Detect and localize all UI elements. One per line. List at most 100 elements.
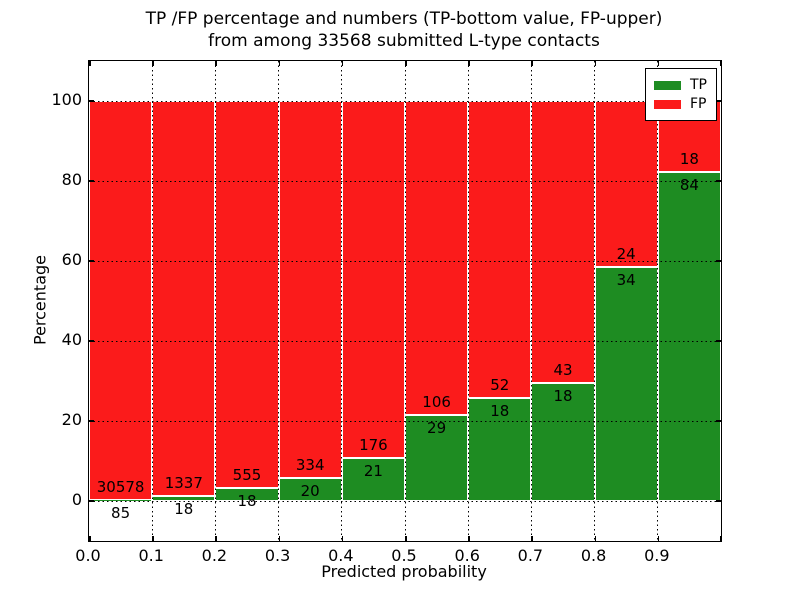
fp-count-label: 43 (553, 360, 573, 379)
x-tick-mark (657, 536, 660, 541)
x-tick-mark (719, 536, 721, 541)
x-tick-mark (657, 61, 660, 66)
bar-segment-tp (468, 398, 532, 501)
chart-title-line2: from among 33568 submitted L-type contac… (208, 31, 600, 51)
bar-segment-fp (152, 101, 216, 496)
tp-count-label: 21 (363, 462, 383, 481)
legend-row-tp: TP (654, 77, 707, 93)
bar-segment-tp (594, 266, 658, 501)
fp-count-label: 334 (295, 456, 325, 475)
gridline-vertical (214, 61, 216, 541)
bar-segment-tp (341, 458, 405, 501)
tp-count-label: 18 (490, 402, 510, 421)
chart-title-line1: TP /FP percentage and numbers (TP-bottom… (145, 9, 663, 29)
y-tick-mark (89, 340, 94, 342)
x-tick-mark (594, 61, 597, 66)
gridline-vertical (530, 61, 532, 541)
bar-segment-tp (152, 495, 216, 501)
y-tick-label: 60 (61, 250, 82, 269)
x-tick-mark (531, 536, 533, 541)
x-tick-mark (468, 536, 470, 541)
gridline-horizontal (89, 180, 721, 182)
gridline-horizontal (89, 260, 721, 262)
bar-segment-fp (341, 101, 405, 459)
fp-count-label: 52 (490, 376, 510, 395)
legend-swatch-tp-icon (654, 80, 681, 90)
legend-row-fp: FP (654, 96, 707, 112)
y-tick-label: 20 (61, 410, 82, 429)
y-tick-mark (716, 180, 721, 182)
x-tick-label: 0.4 (328, 546, 354, 565)
tp-count-label: 29 (427, 419, 447, 438)
gridline-horizontal (89, 100, 721, 102)
x-tick-mark (341, 536, 344, 541)
gridline-vertical (404, 61, 406, 541)
bar-segment-fp (215, 101, 279, 489)
x-tick-mark (215, 536, 217, 541)
x-tick-mark (341, 61, 344, 66)
y-tick-mark (716, 420, 721, 422)
x-tick-label: 0.5 (391, 546, 417, 565)
y-tick-mark (89, 260, 94, 262)
x-tick-mark (152, 536, 154, 541)
tp-count-label: 18 (174, 499, 194, 518)
chart-title: TP /FP percentage and numbers (TP-bottom… (88, 8, 720, 52)
gridline-vertical (467, 61, 469, 541)
tp-count-label: 18 (553, 386, 573, 405)
gridline-vertical (657, 61, 659, 541)
y-tick-mark (89, 180, 94, 182)
gridline-vertical (151, 61, 153, 541)
tp-count-label: 20 (300, 482, 320, 501)
legend: TP FP (645, 68, 717, 121)
gridline-vertical (341, 61, 343, 541)
bar-segment-fp (468, 101, 532, 399)
bar-segment-tp (531, 382, 595, 501)
x-tick-mark (405, 536, 407, 541)
x-tick-mark (278, 536, 281, 541)
tp-count-label: 84 (679, 175, 699, 194)
x-tick-label: 0.9 (644, 546, 670, 565)
fp-count-label: 30578 (96, 477, 145, 496)
gridline-vertical (594, 61, 596, 541)
x-tick-mark (278, 61, 281, 66)
y-tick-label: 100 (51, 90, 82, 109)
bar-segment-fp (594, 101, 658, 267)
y-tick-label: 40 (61, 330, 82, 349)
y-tick-label: 0 (71, 490, 82, 509)
x-tick-mark (152, 61, 154, 66)
x-tick-mark (89, 536, 91, 541)
gridline-vertical (278, 61, 280, 541)
y-tick-mark (89, 100, 94, 102)
bar-segment-fp (89, 101, 153, 500)
legend-swatch-fp-icon (654, 99, 681, 109)
x-axis-label: Predicted probability (321, 562, 487, 581)
x-tick-mark (89, 61, 91, 66)
tp-count-label: 85 (111, 503, 131, 522)
bar-segment-tp (657, 171, 721, 501)
x-tick-label: 0.0 (75, 546, 101, 565)
legend-label-fp: FP (690, 96, 707, 112)
x-tick-mark (405, 61, 407, 66)
tp-count-label: 34 (616, 270, 636, 289)
fp-count-label: 18 (679, 149, 699, 168)
x-tick-label: 0.7 (517, 546, 544, 565)
x-tick-mark (215, 61, 217, 66)
y-tick-mark (89, 500, 94, 502)
y-tick-mark (716, 100, 721, 102)
gridline-horizontal (89, 420, 721, 422)
x-tick-label: 0.3 (264, 546, 291, 565)
plot-area: 30578 85 1337 18 555 18 334 20 176 21 106 29 52 18 43 1… (88, 60, 722, 542)
x-tick-mark (468, 61, 470, 66)
x-tick-mark (719, 61, 721, 66)
bar-segment-fp (405, 101, 469, 416)
fp-count-label: 555 (232, 466, 262, 485)
bar-segment-fp (531, 101, 595, 383)
x-tick-mark (594, 536, 597, 541)
gridline-horizontal (89, 340, 721, 342)
tp-count-label: 18 (237, 492, 257, 511)
fp-count-label: 106 (422, 393, 451, 412)
gridline-horizontal (89, 500, 721, 502)
bar-segment-tp (278, 478, 342, 501)
fp-count-label: 176 (359, 436, 388, 455)
